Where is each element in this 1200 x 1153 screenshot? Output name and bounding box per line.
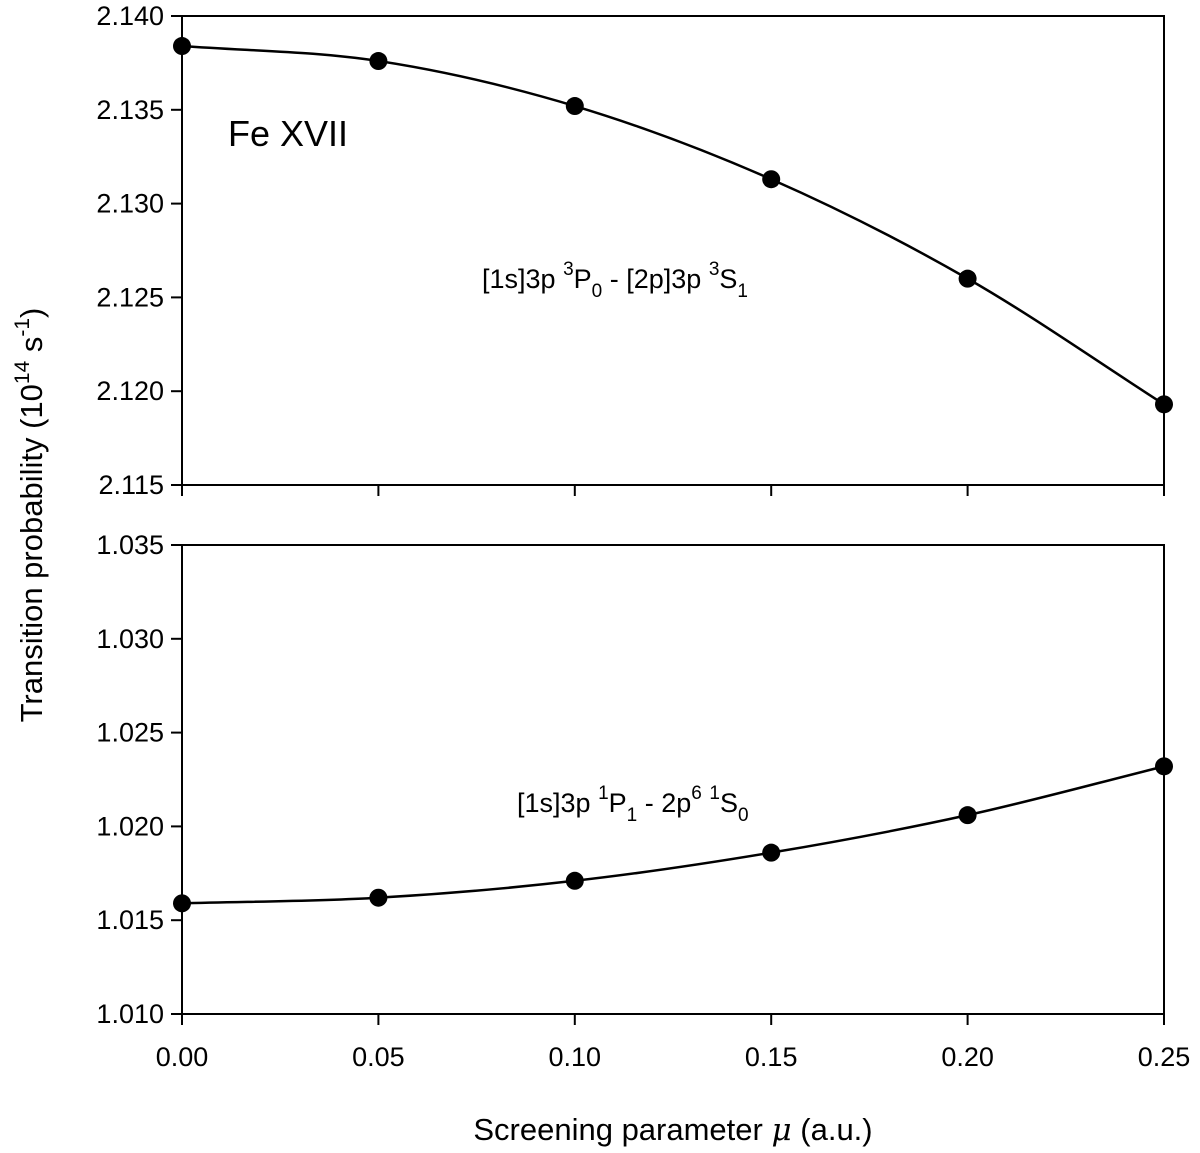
top-annot-part: S bbox=[719, 264, 737, 294]
top-data-point bbox=[173, 37, 191, 56]
top-y-tick-label: 2.130 bbox=[96, 189, 164, 219]
bottom-data-point bbox=[565, 871, 584, 890]
bottom-data-point bbox=[173, 894, 191, 913]
bottom-annotation: [1s]3p 1P1 - 2p6 1S0 bbox=[517, 783, 749, 826]
bottom-annot-part: P bbox=[609, 788, 627, 818]
x-tick-label: 0.20 bbox=[941, 1042, 994, 1072]
top-data-point bbox=[369, 52, 388, 71]
top-annot-part: - [2p]3p bbox=[602, 264, 709, 294]
top-annot-sub: 0 bbox=[592, 281, 603, 302]
bottom-y-tick-label: 1.025 bbox=[96, 718, 164, 748]
y-title-mid: s bbox=[14, 337, 49, 361]
top-annot-part: [1s]3p bbox=[482, 264, 563, 294]
bottom-data-point bbox=[762, 843, 781, 862]
bottom-annot-part: - 2p bbox=[637, 788, 691, 818]
x-tick-label: 0.10 bbox=[549, 1042, 602, 1072]
x-axis: 0.00 0.05 0.10 0.15 0.20 0.25 bbox=[156, 485, 1191, 1072]
y-title-exp2: -1 bbox=[11, 318, 34, 337]
bottom-series bbox=[173, 757, 1173, 913]
x-tick-label: 0.25 bbox=[1138, 1042, 1191, 1072]
top-y-tick-label: 2.120 bbox=[96, 376, 164, 406]
top-data-point bbox=[565, 97, 584, 116]
top-y-tick-label: 2.115 bbox=[98, 470, 164, 500]
x-title-suffix: (a.u.) bbox=[800, 1112, 872, 1147]
top-annot-sub: 1 bbox=[737, 281, 748, 302]
bottom-annot-sub: 0 bbox=[738, 805, 749, 826]
bottom-y-axis: 1.010 1.015 1.020 1.025 1.030 1.035 bbox=[96, 530, 182, 1029]
top-series bbox=[173, 37, 1173, 414]
y-title-end: ) bbox=[14, 308, 49, 318]
panel-label: Fe XVII bbox=[228, 113, 348, 154]
bottom-y-tick-label: 1.020 bbox=[96, 811, 164, 841]
x-tick-label: 0.15 bbox=[745, 1042, 798, 1072]
top-data-point bbox=[1155, 395, 1173, 414]
x-title-symbol: μ bbox=[771, 1112, 791, 1148]
bottom-annot-part bbox=[702, 788, 710, 818]
x-title-prefix: Screening parameter bbox=[473, 1112, 763, 1147]
bottom-annot-sup: 1 bbox=[598, 783, 609, 804]
top-annot-sup: 3 bbox=[563, 259, 574, 280]
top-annotation: [1s]3p 3P0 - [2p]3p 3S1 bbox=[482, 259, 748, 302]
bottom-y-tick-label: 1.010 bbox=[96, 999, 164, 1029]
top-annot-sup: 3 bbox=[709, 259, 720, 280]
bottom-data-point bbox=[958, 806, 977, 825]
y-title-main: Transition probability (10 bbox=[14, 384, 49, 722]
bottom-data-point bbox=[1155, 757, 1173, 776]
top-panel-frame bbox=[181, 15, 1165, 486]
x-tick-label: 0.05 bbox=[352, 1042, 405, 1072]
bottom-annot-part: S bbox=[720, 788, 738, 818]
bottom-panel-frame bbox=[181, 544, 1165, 1015]
bottom-annot-sub: 1 bbox=[627, 805, 638, 826]
x-tick-label: 0.00 bbox=[156, 1042, 209, 1072]
top-annot-part: P bbox=[574, 264, 592, 294]
y-title-exp1: 14 bbox=[11, 360, 34, 384]
bottom-annot-part: [1s]3p bbox=[517, 788, 598, 818]
bottom-series-line bbox=[181, 765, 1165, 905]
x-axis-title: Screening parameter μ (a.u.) bbox=[473, 1112, 872, 1148]
bottom-annot-sup: 1 bbox=[709, 783, 720, 804]
top-y-tick-label: 2.135 bbox=[96, 95, 164, 125]
top-data-point bbox=[958, 269, 977, 288]
top-y-axis: 2.115 2.120 2.125 2.130 2.135 2.140 bbox=[96, 1, 182, 500]
top-series-line bbox=[181, 44, 1165, 406]
bottom-data-point bbox=[369, 888, 388, 907]
bottom-y-tick-label: 1.035 bbox=[96, 530, 164, 560]
top-y-tick-label: 2.140 bbox=[96, 1, 164, 31]
bottom-y-tick-label: 1.015 bbox=[96, 905, 164, 935]
top-data-point bbox=[762, 170, 781, 189]
y-axis-title: Transition probability (1014 s-1) bbox=[11, 308, 49, 723]
top-y-tick-label: 2.125 bbox=[96, 282, 164, 312]
bottom-y-tick-label: 1.030 bbox=[96, 624, 164, 654]
bottom-annot-sup: 6 bbox=[691, 783, 702, 804]
